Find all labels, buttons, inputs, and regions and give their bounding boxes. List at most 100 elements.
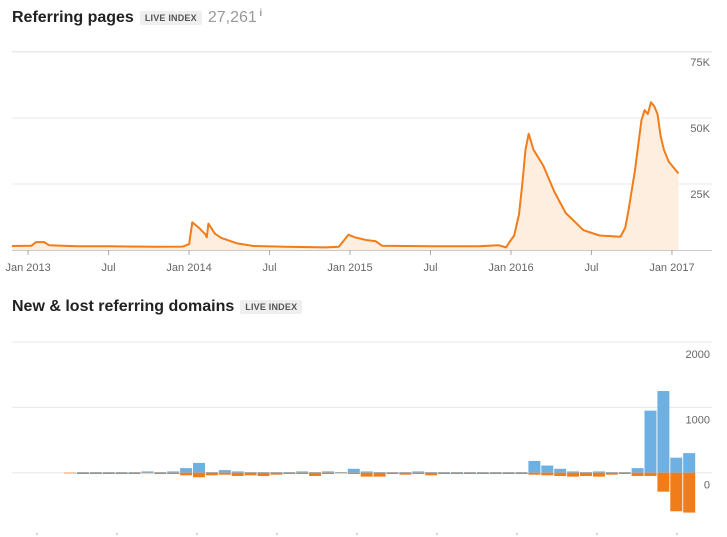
new-lost-domains-title: New & lost referring domains <box>12 298 235 315</box>
new-bar <box>580 472 592 473</box>
lost-bar <box>489 472 502 475</box>
new-bar <box>102 472 115 473</box>
lost-bar <box>644 472 657 476</box>
x-tick-label: Jan 2014 <box>166 262 211 274</box>
lost-bar <box>631 472 644 476</box>
new-bar <box>373 472 386 473</box>
lost-bar <box>180 472 193 476</box>
lost-bar <box>334 472 347 474</box>
new-bar <box>605 472 618 473</box>
lost-bar <box>115 472 128 475</box>
y-tick-label: 0 <box>704 480 710 492</box>
lost-bar <box>683 472 696 513</box>
lost-bar <box>128 472 141 475</box>
lost-bar <box>244 472 257 476</box>
y-tick-label: 1000 <box>686 414 710 426</box>
new-bar <box>399 472 412 473</box>
lost-bar <box>154 472 167 475</box>
info-icon[interactable]: i <box>259 7 262 19</box>
new-bar <box>554 468 567 473</box>
new-bar <box>296 471 309 473</box>
y-tick-label: 2000 <box>686 349 710 361</box>
new-lost-domains-chart: 0 1000 2000 <box>12 341 712 535</box>
lost-bar <box>76 472 89 475</box>
x-tick-label: Jul <box>102 262 116 274</box>
lost-bar <box>360 472 373 477</box>
new-bar <box>618 472 631 473</box>
new-bar <box>244 472 257 473</box>
new-bar <box>657 391 670 473</box>
lost-bar <box>528 472 541 475</box>
new-bar <box>257 472 270 473</box>
new-bar <box>180 468 193 473</box>
new-lost-domains-header: New & lost referring domains LIVE INDEX <box>12 298 303 316</box>
new-bar <box>76 472 89 473</box>
new-bar <box>541 465 554 473</box>
new-bar <box>567 471 580 473</box>
new-bar <box>141 471 154 473</box>
live-index-badge: LIVE INDEX <box>139 11 202 25</box>
x-tick-label: Jul <box>263 262 277 274</box>
new-bar <box>115 472 128 473</box>
lost-bar <box>567 472 580 477</box>
new-bar <box>167 471 180 473</box>
lost-bar <box>296 472 309 475</box>
new-bar <box>438 472 451 473</box>
lost-bar <box>592 472 605 477</box>
new-bar <box>425 472 438 473</box>
lost-bar <box>425 472 438 476</box>
lost-bar <box>580 472 592 476</box>
lost-bar <box>257 472 270 476</box>
new-bar <box>360 471 373 473</box>
x-tick-label: Jul <box>584 262 598 274</box>
lost-bar <box>309 472 322 476</box>
lost-bar <box>657 472 670 492</box>
new-bar <box>283 472 296 473</box>
lost-bar <box>270 472 283 475</box>
lost-bar <box>515 472 528 475</box>
new-bar <box>218 470 231 473</box>
x-tick-label: Jan 2016 <box>488 262 533 274</box>
referring-pages-chart: 25K 50K 75K Jan 2013 Jul Jan 2014 Jul Jan 2015 J… <box>5 51 712 274</box>
new-bar <box>489 472 502 473</box>
new-bar <box>528 460 541 473</box>
lost-bar <box>438 472 451 475</box>
x-tick-label: Jan 2013 <box>5 262 50 274</box>
lost-bar <box>205 472 218 476</box>
new-bar <box>592 471 605 473</box>
lost-bar <box>102 472 115 475</box>
area-fill <box>12 102 679 250</box>
new-bar <box>128 472 141 473</box>
lost-bar <box>231 472 244 476</box>
y-tick-label: 75K <box>690 57 710 69</box>
new-bar <box>386 472 399 473</box>
lost-bar <box>322 472 334 475</box>
referring-pages-title: Referring pages <box>12 9 134 26</box>
referring-pages-header: Referring pages LIVE INDEX 27,261 i <box>12 7 262 27</box>
new-bar <box>502 472 515 473</box>
new-bar <box>193 462 205 473</box>
lost-bar <box>193 472 205 478</box>
lost-bar <box>670 472 683 512</box>
new-bar <box>644 410 657 473</box>
new-bar <box>89 472 102 473</box>
lost-bar <box>502 472 515 475</box>
new-bar <box>334 472 347 473</box>
new-bar <box>347 468 360 473</box>
lost-bar <box>463 472 476 475</box>
lost-bar <box>605 472 618 475</box>
y-tick-label: 50K <box>690 123 710 135</box>
new-bar <box>683 453 696 473</box>
lost-bar <box>141 472 154 474</box>
new-bar <box>322 471 334 473</box>
lost-bar <box>412 472 425 475</box>
lost-bar <box>541 472 554 476</box>
lost-bar <box>399 472 412 475</box>
y-tick-label: 25K <box>690 189 710 201</box>
lost-bar <box>167 472 180 475</box>
new-bar <box>451 472 463 473</box>
x-tick-label: Jan 2017 <box>649 262 694 274</box>
new-bar <box>463 472 476 473</box>
new-bar <box>231 471 244 473</box>
lost-bar <box>386 472 399 475</box>
